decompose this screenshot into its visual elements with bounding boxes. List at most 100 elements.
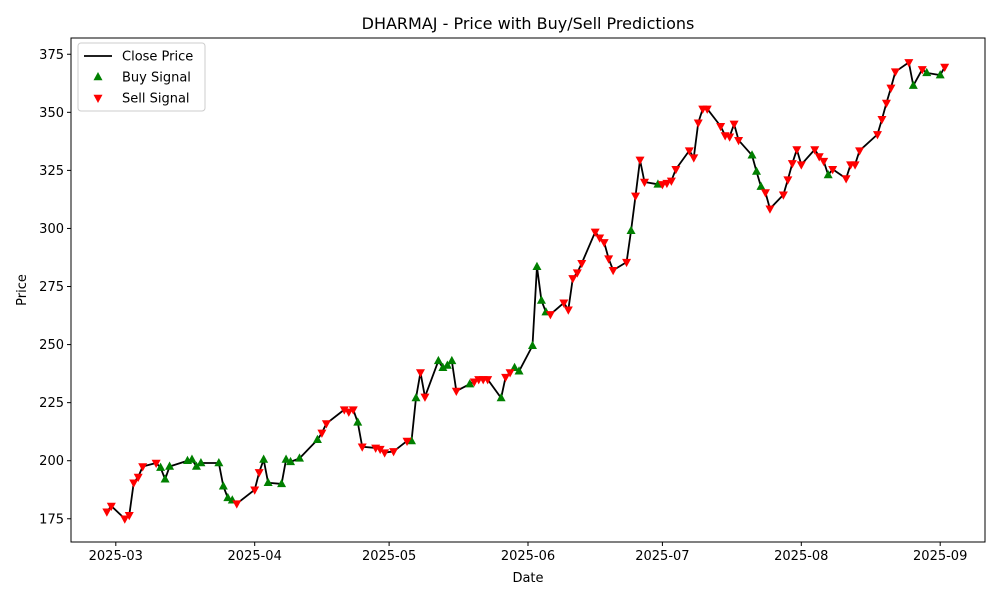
sell-signal-marker: [106, 502, 116, 511]
sell-signal-marker: [796, 161, 806, 170]
y-tick-label: 225: [39, 396, 64, 411]
buy-signal-marker: [214, 458, 224, 467]
legend-sell-triangle-icon: [93, 94, 103, 103]
chart-title: DHARMAJ - Price with Buy/Sell Prediction…: [362, 14, 695, 33]
buy-signal-marker: [407, 435, 417, 445]
y-tick-label: 300: [39, 222, 64, 237]
sell-signal-marker: [348, 406, 358, 415]
sell-signal-marker: [250, 486, 260, 495]
sell-signal-marker: [469, 378, 479, 387]
legend-close-label: Close Price: [122, 50, 193, 65]
sell-signal-marker: [850, 161, 860, 170]
y-tick-label: 375: [39, 48, 64, 63]
legend-box: [77, 42, 206, 112]
buy-signal-marker: [514, 366, 524, 375]
sell-signal-marker: [501, 373, 511, 383]
sell-signal-marker: [151, 459, 161, 469]
buy-signal-marker: [747, 150, 757, 159]
buy-signal-marker: [156, 462, 166, 471]
y-axis-label: Price: [15, 274, 30, 306]
x-tick-label: 2025-08: [774, 549, 828, 564]
buy-signal-marker: [532, 261, 542, 271]
sell-signal-marker: [783, 176, 793, 185]
x-tick-label: 2025-07: [635, 549, 689, 564]
sell-signal-marker: [631, 192, 641, 201]
buy-signal-marker: [223, 492, 233, 502]
sell-signal-marker: [595, 234, 605, 243]
x-tick-label: 2025-05: [362, 549, 416, 564]
legend: Close Price Buy Signal Sell Signal: [77, 42, 206, 112]
buy-signal-marker: [295, 453, 304, 462]
buy-signal-marker: [165, 461, 175, 470]
buy-signal-marker: [510, 362, 520, 372]
sell-signal-marker: [810, 146, 820, 155]
x-axis: 2025-03 2025-04 2025-05 2025-06 2025-07 2025-…: [89, 542, 967, 564]
sell-signal-marker: [729, 120, 739, 129]
sell-signal-marker: [666, 177, 676, 186]
sell-signal-marker: [577, 260, 587, 269]
sell-signal-marker: [639, 178, 649, 187]
x-tick-label: 2025-09: [913, 549, 967, 564]
buy-signal-marker: [935, 70, 945, 79]
legend-buy-triangle-icon: [93, 72, 103, 81]
sell-signal-marker: [380, 449, 390, 458]
sell-signal-marker: [760, 189, 770, 198]
sell-signal-marker: [568, 275, 578, 284]
plot-area: [102, 59, 950, 524]
buy-signal-marker: [908, 80, 918, 89]
y-tick-label: 200: [39, 454, 64, 469]
sell-signal-marker: [483, 376, 493, 385]
x-axis-label: Date: [512, 571, 543, 586]
buy-signal-marker: [536, 295, 546, 304]
buy-signal-marker: [353, 417, 363, 426]
sell-signal-marker: [716, 123, 726, 132]
sell-signal-marker: [693, 119, 703, 128]
sell-signal-marker: [881, 99, 891, 109]
buy-signal-marker: [756, 181, 766, 190]
buy-signal-marker: [626, 225, 636, 235]
buy-signal-marker: [259, 454, 269, 463]
sell-signal-marker: [129, 479, 139, 488]
buy-signal-marker: [922, 67, 932, 77]
sell-signal-marker: [451, 387, 461, 397]
buy-signal-marker: [823, 170, 833, 179]
sell-signal-marker: [917, 66, 927, 75]
sell-signal-marker: [344, 408, 354, 417]
buy-signal-marker: [312, 434, 322, 444]
sell-signal-marker: [357, 443, 367, 452]
sell-signal-marker: [877, 116, 887, 125]
sell-signal-marker: [940, 63, 950, 73]
y-tick-label: 275: [39, 280, 64, 295]
sell-signal-marker: [420, 393, 430, 402]
buy-signal-marker: [527, 340, 537, 349]
sell-signal-marker: [904, 59, 914, 68]
sell-signal-marker: [505, 369, 515, 378]
buy-signal-marker: [438, 362, 448, 372]
x-tick-label: 2025-03: [89, 549, 143, 564]
sell-signal-marker: [734, 136, 744, 146]
sell-signal-marker: [254, 469, 264, 478]
sell-signal-marker: [563, 306, 573, 315]
buy-signal-marker: [196, 458, 206, 467]
sell-signal-marker: [886, 84, 896, 93]
legend-buy-label: Buy Signal: [122, 71, 191, 86]
sell-signal-marker: [415, 369, 425, 378]
sell-signal-marker: [787, 160, 797, 169]
sell-signal-marker: [402, 437, 412, 446]
close-price-line: [106, 61, 946, 520]
buy-signal-marker: [442, 360, 452, 369]
sell-signal-marker: [590, 228, 600, 237]
buy-signal-marker: [433, 355, 443, 365]
sell-signal-marker: [684, 147, 694, 156]
sell-signal-marker: [572, 269, 582, 278]
buy-signal-marker: [281, 454, 291, 463]
sell-signal-marker: [855, 147, 865, 156]
y-tick-label: 350: [39, 106, 64, 121]
sell-signal-marker: [389, 448, 399, 457]
sell-signal-marker: [662, 179, 672, 189]
sell-signal-marker: [102, 508, 112, 517]
sell-signal-marker: [841, 175, 851, 184]
buy-signal-marker: [263, 477, 273, 487]
buy-signal-marker: [187, 454, 197, 463]
